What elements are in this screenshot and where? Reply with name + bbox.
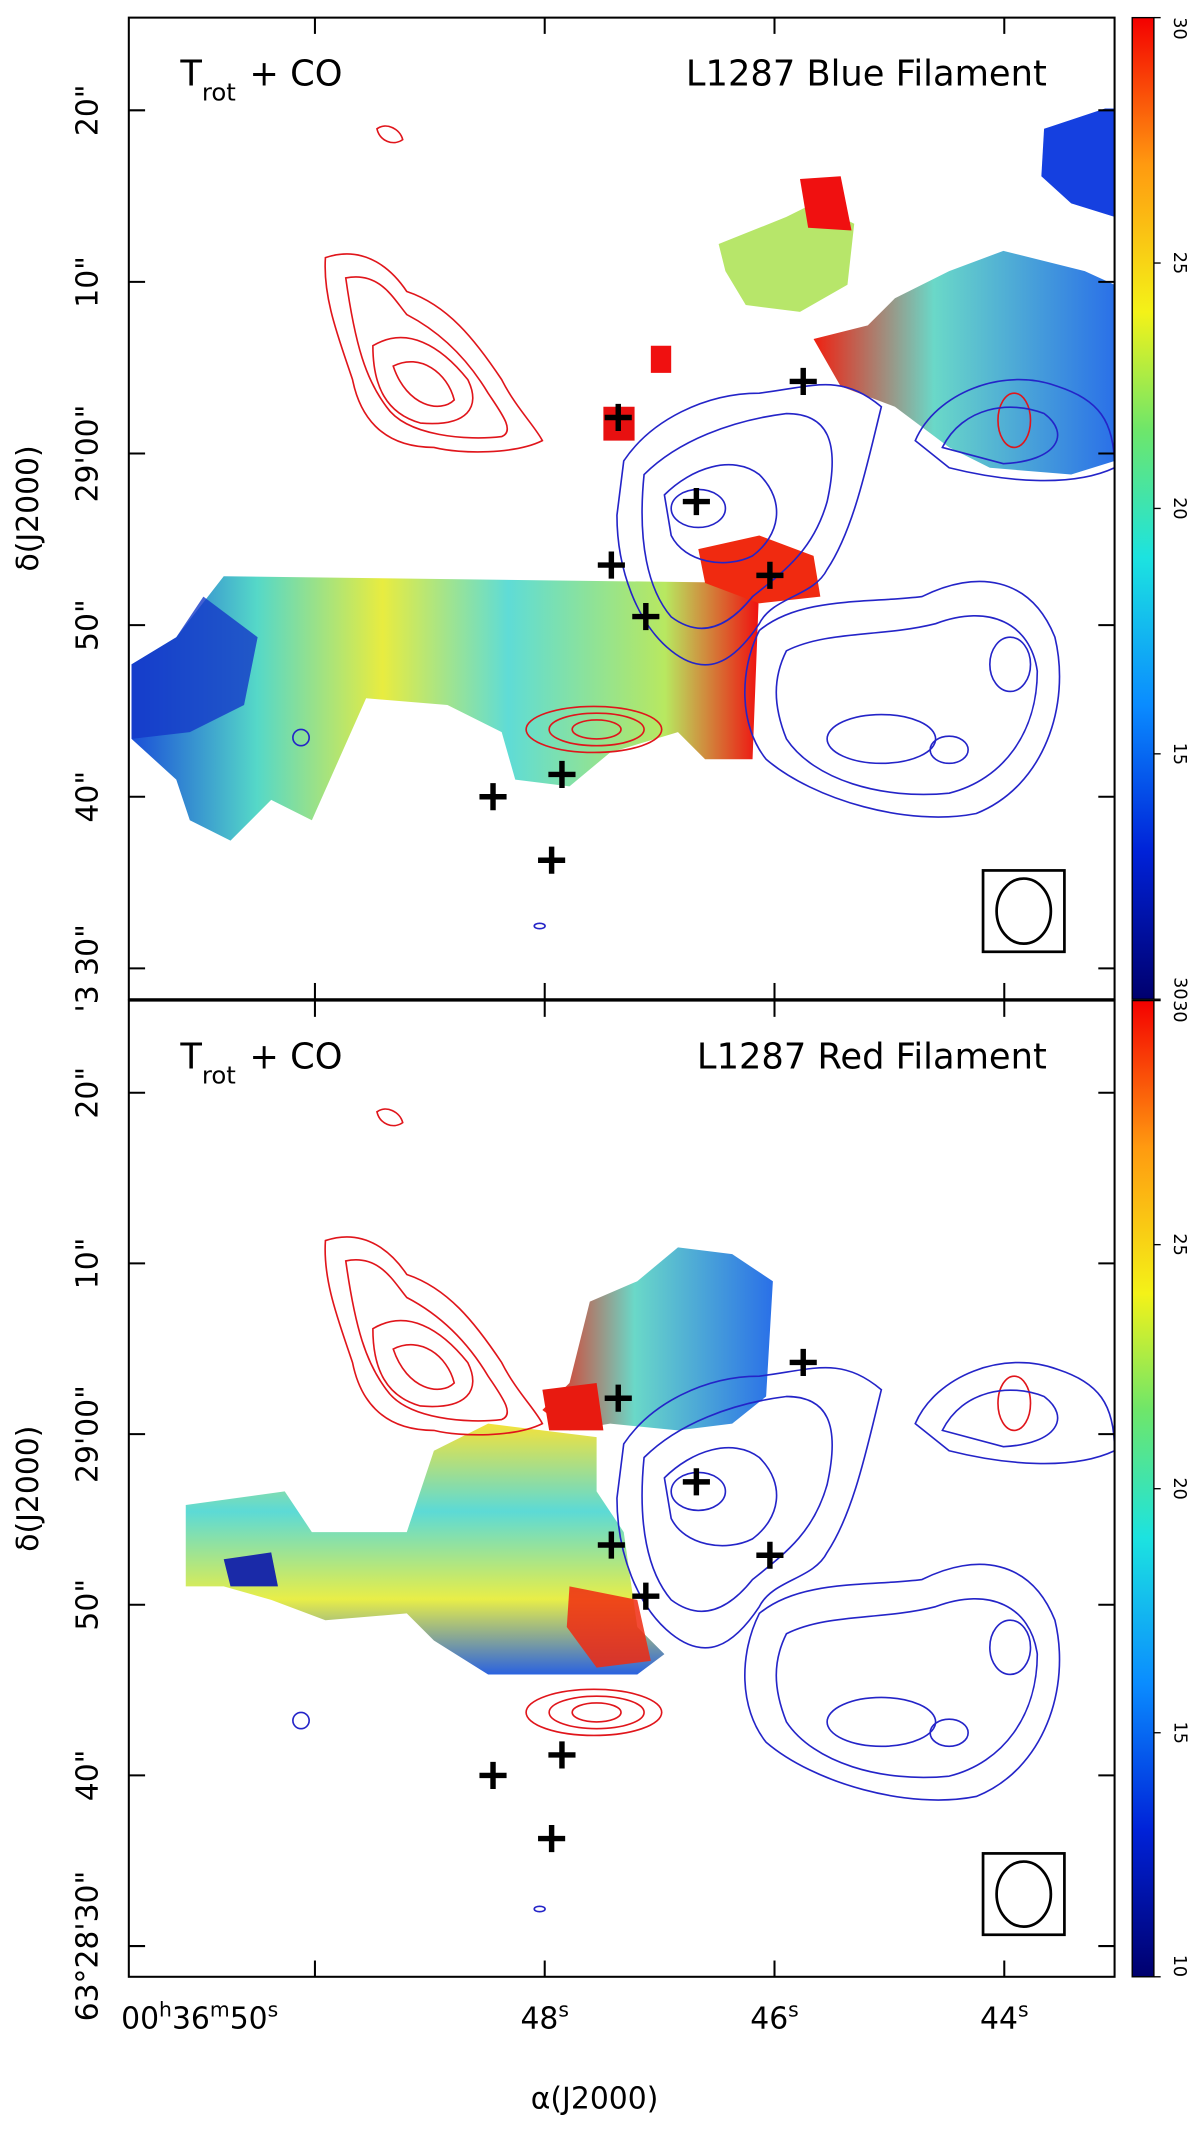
x-tick-label: 00h36m50s [121,1997,278,2036]
colorbar-tick-label: 20 [1169,497,1189,519]
marker [756,561,784,589]
colorbar-tick-label: 15 [1169,1722,1189,1744]
contours [292,125,1116,930]
marker [604,403,632,432]
marker [479,783,507,811]
marker [597,551,625,579]
chart-title: L1287 Red Filament [697,1036,1047,1077]
x-axis-label: α(J2000) [531,2081,659,2116]
y-tick-label: 50" [71,1579,106,1631]
y-tick-label: 20" [71,84,106,136]
colorbar-tick-label: 10 [1169,1955,1189,1977]
annotation-part: T [179,53,202,94]
chart-title: L1287 Blue Filament [686,53,1047,94]
colorbar [1131,16,1155,1000]
y-tick-label: 10" [71,1238,106,1290]
x-tick-label: 48s [520,1997,569,2036]
marker [632,1582,660,1610]
plot-frame [127,999,1116,1978]
colorbar-tick-label: 25 [1169,1233,1189,1255]
x-tick-label: 46s [750,1997,799,2036]
colorbar-tick-label: 20 [1169,1477,1189,1499]
y-tick-label: 40" [71,771,106,823]
colorbar-tick-label: 30 [1169,17,1189,39]
plot-frame [127,16,1116,1001]
y-axis-label: δ(J2000) [11,1426,46,1552]
temperature-map [131,108,1115,841]
y-tick-label: 63°28'30" [71,1871,106,2022]
y-tick-label: '3 30" [71,924,106,1012]
marker [479,1761,507,1789]
colorbar [1131,999,1155,1978]
beam [981,869,1066,1937]
y-tick-label: 10" [71,256,106,308]
marker [682,488,710,516]
marker [548,760,576,788]
colorbar-tick-label: 15 [1169,743,1189,765]
annotation-part: rot [202,1060,236,1089]
marker [789,367,817,396]
y-tick-label: 29'00" [71,405,106,503]
y-tick-label: 50" [71,599,106,651]
annotation-part: rot [202,77,236,106]
marker [789,1348,817,1376]
marker [756,1541,784,1569]
temperature-map [185,1247,773,1675]
marker [604,1384,632,1412]
marker [538,846,566,874]
annotation: Trot + CO [179,1036,342,1088]
colorbar-tick-label: 30 [1169,977,1189,999]
y-axis-label: δ(J2000) [11,445,46,571]
marker [548,1741,576,1769]
marker [538,1824,566,1853]
y-tick-label: 20" [71,1067,106,1119]
annotation-part: T [179,1036,202,1077]
colorbar-tick-label: 25 [1169,252,1189,274]
colorbar-tick-label: 30 [1169,1000,1189,1022]
y-tick-label: 40" [71,1750,106,1802]
marker [682,1468,710,1496]
marker [632,602,660,631]
annotation-part: + CO [249,1036,342,1077]
y-tick-label: 29'00" [71,1385,106,1483]
x-tick-label: 44s [980,1997,1029,2036]
marker [597,1531,625,1559]
annotation: Trot + CO [179,53,342,105]
annotation-part: + CO [249,53,342,94]
